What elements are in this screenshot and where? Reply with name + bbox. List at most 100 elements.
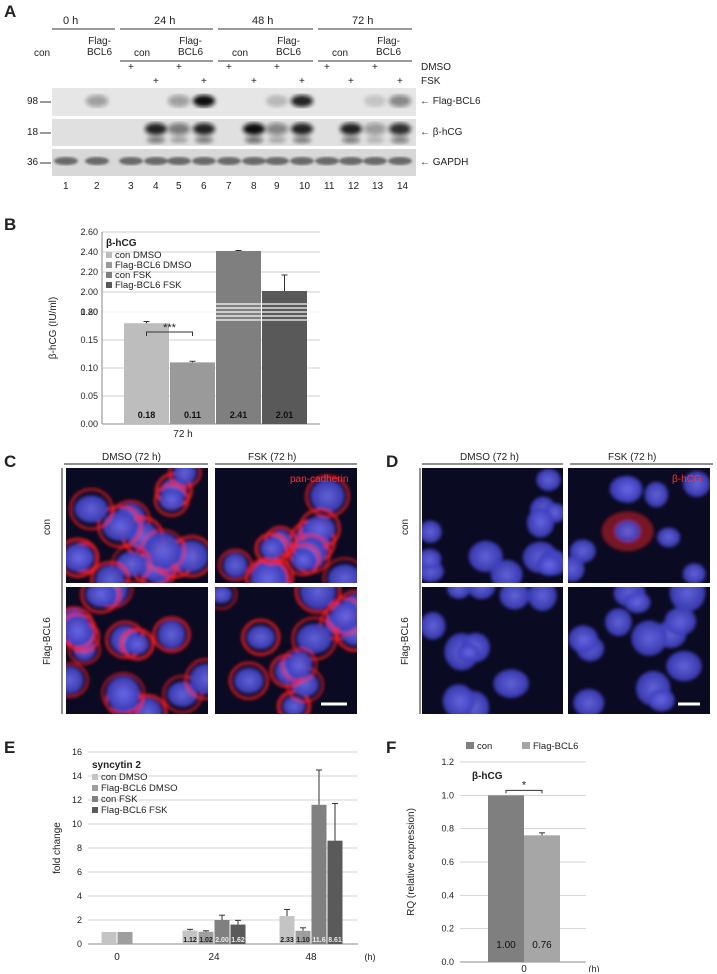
nucleus <box>173 468 197 485</box>
time-label-72h: 72 h <box>352 15 374 27</box>
plus-dmso: + <box>128 62 134 73</box>
time-label-0h: 0 h <box>63 15 79 27</box>
y-tick-label: 14 <box>72 771 82 781</box>
membrane-stain <box>69 488 114 530</box>
band-label-flag: Flag-BCL6 <box>432 96 481 107</box>
group-flag-24h: Flag- BCL6 <box>178 36 204 58</box>
band-hcg-lower <box>147 137 165 143</box>
y-tick-label: 10 <box>72 819 82 829</box>
lane-number: 6 <box>201 181 207 192</box>
legend-label: con FSK <box>101 794 138 805</box>
nucleus <box>446 587 471 599</box>
micrograph-image <box>422 468 563 583</box>
y-axis-label: RQ (relative expression) <box>406 808 417 916</box>
row-label-fsk: FSK <box>421 76 441 87</box>
membrane-stain <box>325 597 357 635</box>
plus-dmso: + <box>176 62 182 73</box>
chart-b: 0.00 0.05 0.10 0.15 0.201.80 2.00 2.20 2.40 2.60… <box>48 227 320 440</box>
band-gapdh <box>144 157 168 165</box>
y-axis-label: fold change <box>52 822 63 874</box>
time-label-24h: 24 h <box>154 15 176 27</box>
nucleus <box>145 532 181 569</box>
micrograph-image <box>215 587 357 714</box>
band-gapdh <box>290 157 314 165</box>
lane-number: 4 <box>153 181 159 192</box>
nucleus <box>106 675 141 711</box>
arrow-left-icon: ← <box>420 127 430 138</box>
membrane-stain <box>245 557 291 583</box>
membrane-stain <box>215 587 237 610</box>
nucleus <box>74 495 109 523</box>
group-flag-48h: Flag- BCL6 <box>276 36 302 58</box>
y-tick-label: 1.2 <box>441 757 454 767</box>
bar-flag-bcl6-dmso <box>170 362 215 424</box>
nucleus <box>286 650 313 679</box>
panel-d-header-dmso: DMSO (72 h) <box>460 452 519 463</box>
y-tick-label: 2.40 <box>80 247 98 257</box>
y-tick-label: 0.00 <box>80 419 98 429</box>
legend-label: con FSK <box>115 270 152 281</box>
nucleus <box>612 475 643 503</box>
band-hcg-lower <box>366 137 384 143</box>
legend-label: Flag-BCL6 FSK <box>101 805 168 816</box>
nucleus <box>526 507 555 538</box>
membrane-stain <box>322 557 357 583</box>
nucleus <box>260 537 284 560</box>
nucleus <box>330 601 357 631</box>
data-label: 2.41 <box>230 410 248 420</box>
arrow-left-icon: ← <box>420 157 430 168</box>
micrograph-d-flag-dmso <box>422 587 563 714</box>
band-hcg <box>193 123 215 135</box>
nucleus <box>250 560 285 583</box>
nucleus <box>310 479 345 513</box>
membrane-stain <box>153 483 190 517</box>
micrograph-image <box>66 468 208 583</box>
mw-marker-18: 18 <box>27 127 39 138</box>
band-gapdh <box>339 157 363 165</box>
nucleus <box>167 681 198 707</box>
y-tick-label: 2.20 <box>80 267 98 277</box>
plus-dmso: + <box>372 62 378 73</box>
lane-number: 5 <box>176 181 182 192</box>
x-tick-label: 48 <box>305 952 317 963</box>
nucleus <box>291 549 316 571</box>
membrane-stain <box>305 474 350 518</box>
bar-con-fsk <box>214 920 230 944</box>
legend-label: con <box>477 741 492 752</box>
nucleus <box>422 548 442 570</box>
y-tick-label: 0.4 <box>441 890 454 900</box>
nucleus <box>468 540 503 573</box>
bar-con-dmso <box>124 323 169 424</box>
band-flag-bcl6 <box>193 95 215 107</box>
band-gapdh <box>167 157 191 165</box>
nucleus <box>573 688 605 714</box>
data-label: 2.00 <box>215 937 229 944</box>
bar-flag-bcl6-dmso <box>198 931 214 944</box>
nucleus <box>644 481 669 508</box>
band-flag-bcl6 <box>364 95 386 107</box>
nucleus <box>246 625 275 650</box>
nucleus <box>536 468 561 491</box>
micrograph-image <box>422 587 563 714</box>
panel-c-header-fsk: FSK (72 h) <box>248 452 297 463</box>
lane-number: 9 <box>274 181 280 192</box>
legend-swatch <box>92 774 98 780</box>
plus-dmso: + <box>226 62 232 73</box>
y-tick-label: 2.00 <box>80 287 98 297</box>
lane-number: 2 <box>94 181 100 192</box>
band-hcg <box>291 123 313 135</box>
band-hcg-lower <box>293 137 311 143</box>
membrane-stain <box>254 532 289 565</box>
bar-flag-bcl6-dmso <box>295 930 311 944</box>
legend-swatch <box>106 272 112 278</box>
nucleus <box>457 643 480 662</box>
nucleus <box>102 511 137 542</box>
significance-bracket <box>505 789 543 794</box>
plus-fsk: + <box>251 76 257 87</box>
nucleus <box>614 520 641 543</box>
stain-label-pan-cadherin: pan-cadherin <box>290 474 349 485</box>
nucleus <box>682 563 706 583</box>
band-flag-bcl6 <box>86 95 108 107</box>
panel-d-row-con: con <box>400 518 411 535</box>
membrane-stain <box>90 560 130 583</box>
